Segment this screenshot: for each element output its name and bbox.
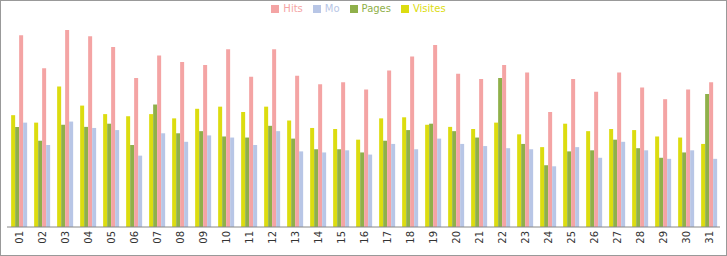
svg-text:09: 09 [198,231,209,244]
svg-text:11: 11 [244,231,255,244]
svg-text:08: 08 [175,231,186,244]
svg-text:19: 19 [428,231,439,244]
html-text:Mo: Mo [324,3,340,14]
svg-text:29: 29 [658,231,669,244]
svg-text:23: 23 [520,231,531,244]
svg-text:15: 15 [336,231,347,244]
svg-text:05: 05 [106,231,117,244]
svg-text:25: 25 [566,231,577,244]
svg-text:27: 27 [612,231,623,244]
html-text:Pages: Pages [361,3,391,14]
svg-text:02: 02 [37,231,48,244]
svg-text:20: 20 [451,231,462,244]
svg-text:12: 12 [267,231,278,244]
svg-text:04: 04 [83,231,94,244]
svg-text:13: 13 [290,231,301,244]
svg-text:07: 07 [152,231,163,244]
svg-text:24: 24 [543,231,554,244]
html-text:Visites: Visites [413,3,446,14]
svg-text:28: 28 [635,231,646,244]
svg-text:22: 22 [497,231,508,244]
svg-text:26: 26 [589,231,600,244]
svg-text:31: 31 [704,231,715,244]
html-text:Hits: Hits [283,3,303,14]
svg-text:10: 10 [221,231,232,244]
svg-text:30: 30 [681,231,692,244]
svg-text:18: 18 [405,231,416,244]
svg-text:06: 06 [129,231,140,244]
svg-text:14: 14 [313,231,324,244]
svg-text:17: 17 [382,231,393,244]
svg-text:21: 21 [474,231,485,244]
svg-text:03: 03 [60,231,71,244]
svg-text:16: 16 [359,231,370,244]
svg-text:01: 01 [14,231,25,244]
